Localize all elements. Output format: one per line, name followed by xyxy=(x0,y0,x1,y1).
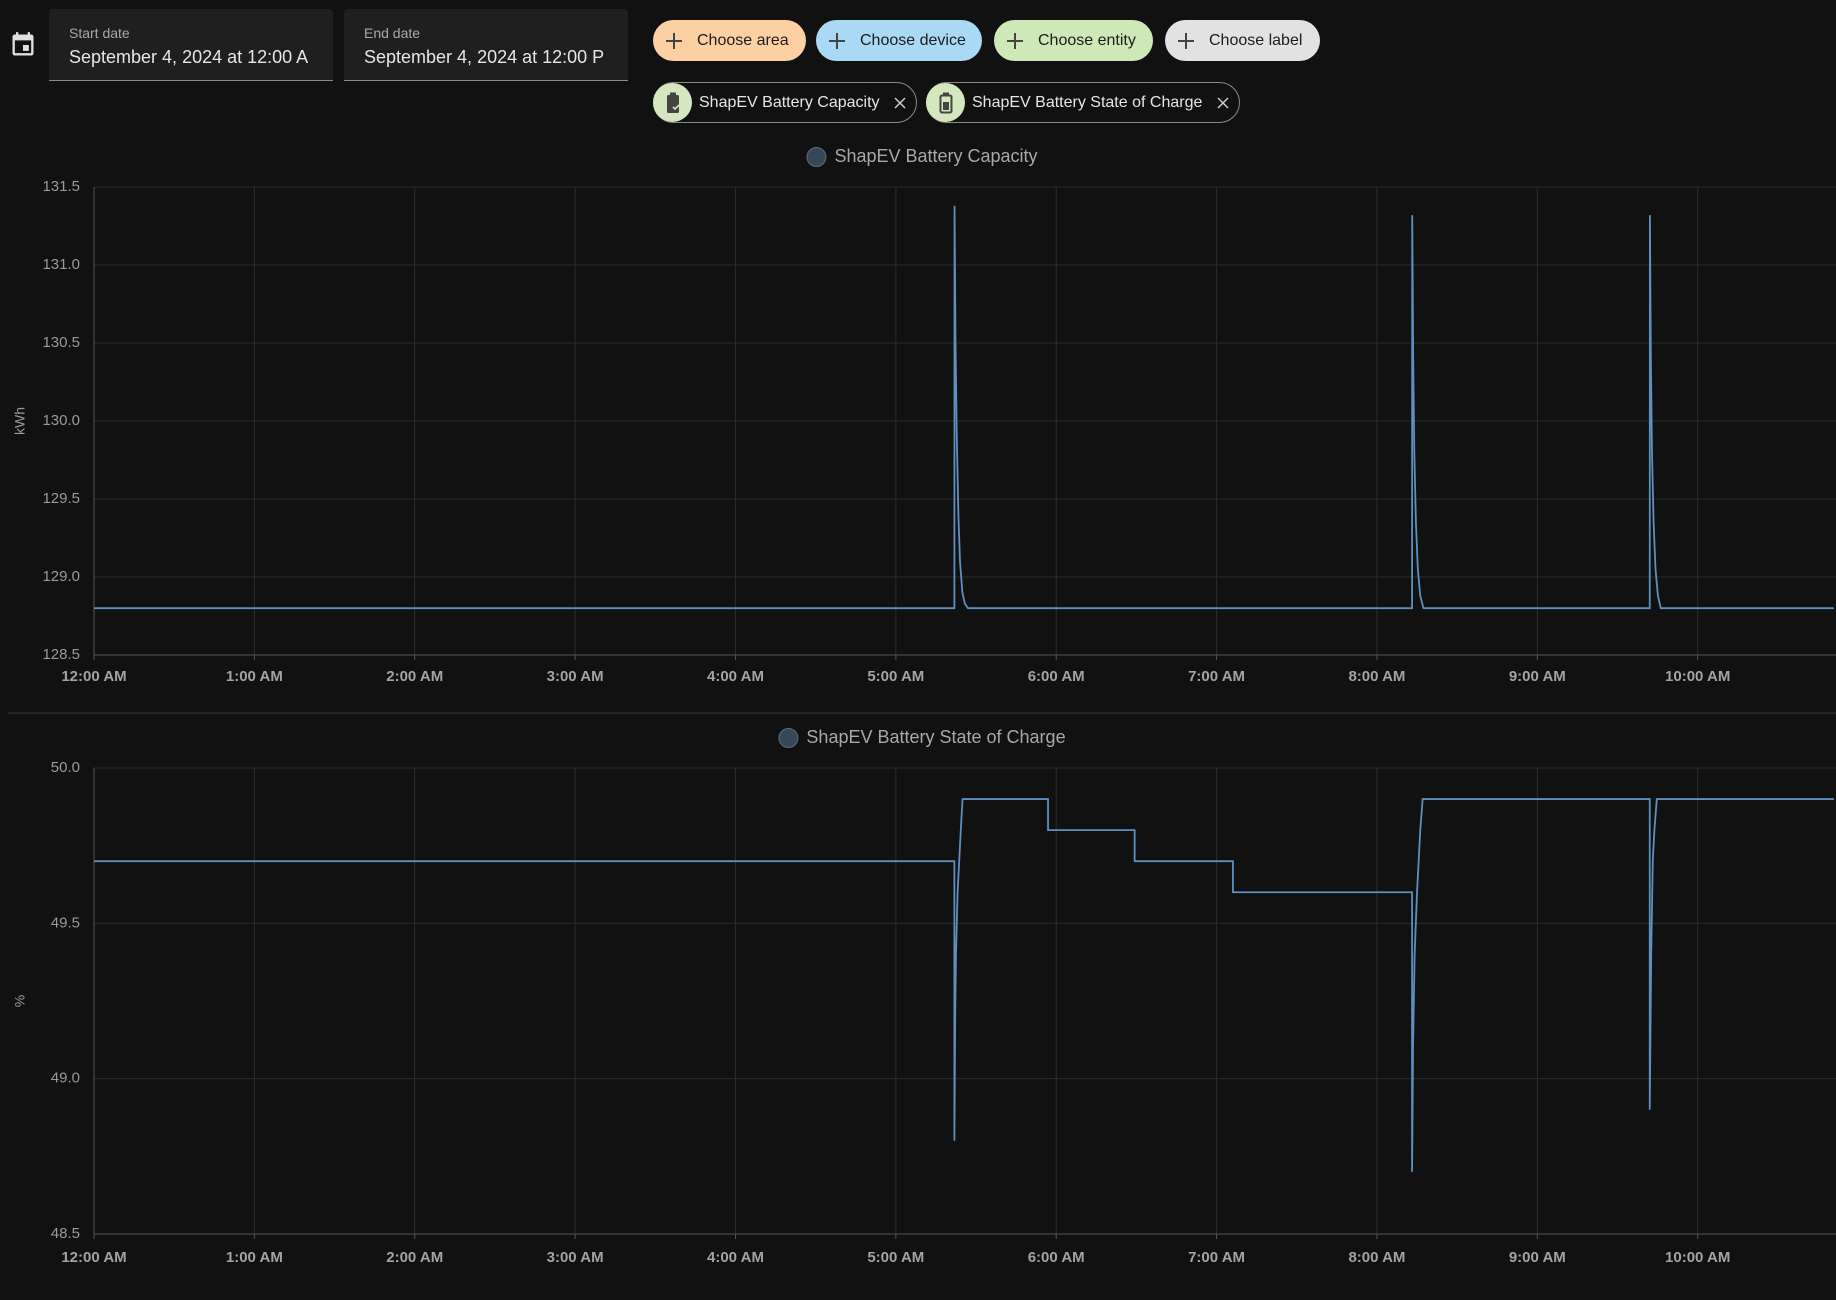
y-tick-label: 130.5 xyxy=(42,334,80,351)
series-line xyxy=(94,205,1834,610)
y-tick-label: 49.0 xyxy=(51,1070,80,1087)
y-tick-label: 130.0 xyxy=(42,412,80,429)
choose-area-button[interactable]: Choose area xyxy=(653,20,806,61)
battery-icon xyxy=(653,83,692,122)
legend-label: ShapEV Battery Capacity xyxy=(834,146,1037,166)
x-tick-label: 10:00 AM xyxy=(1665,1249,1730,1266)
y-tick-label: 50.0 xyxy=(51,759,80,776)
x-tick-label: 8:00 AM xyxy=(1348,1249,1405,1266)
y-tick-label: 129.0 xyxy=(42,568,80,585)
x-tick-label: 5:00 AM xyxy=(867,668,924,685)
x-tick-label: 9:00 AM xyxy=(1509,1249,1566,1266)
battery-icon xyxy=(926,83,965,122)
legend-marker xyxy=(778,728,799,748)
x-tick-label: 1:00 AM xyxy=(226,668,283,685)
entity-name: ShapEV Battery State of Charge xyxy=(972,93,1203,111)
y-axis-title: % xyxy=(12,995,28,1007)
entity-name: ShapEV Battery Capacity xyxy=(699,93,880,111)
x-tick-label: 1:00 AM xyxy=(226,1249,283,1266)
legend-label: ShapEV Battery State of Charge xyxy=(806,727,1065,747)
x-tick-label: 2:00 AM xyxy=(386,1249,443,1266)
choose-label-button[interactable]: Choose label xyxy=(1165,20,1320,61)
y-tick-label: 129.5 xyxy=(42,490,80,507)
x-tick-label: 7:00 AM xyxy=(1188,1249,1245,1266)
y-tick-label: 131.0 xyxy=(42,256,80,273)
x-tick-label: 9:00 AM xyxy=(1509,668,1566,685)
plus-icon xyxy=(666,32,682,49)
choose-device-button[interactable]: Choose device xyxy=(816,20,982,61)
end-date-field[interactable]: End date September 4, 2024 at 12:00 P xyxy=(344,9,628,81)
x-tick-label: 4:00 AM xyxy=(707,668,764,685)
end-date-label: End date xyxy=(364,25,421,41)
button-label: Choose entity xyxy=(1038,31,1136,49)
x-tick-label: 5:00 AM xyxy=(867,1249,924,1266)
start-date-value: September 4, 2024 at 12:00 A xyxy=(69,47,309,67)
button-label: Choose device xyxy=(860,31,966,49)
choose-entity-button[interactable]: Choose entity xyxy=(994,20,1153,61)
selected-entity-chip[interactable]: ShapEV Battery State of Charge xyxy=(926,82,1240,123)
y-tick-label: 128.5 xyxy=(42,646,80,663)
calendar-icon[interactable] xyxy=(9,31,37,59)
x-tick-label: 8:00 AM xyxy=(1348,668,1405,685)
button-label: Choose label xyxy=(1209,31,1303,49)
start-date-field[interactable]: Start date September 4, 2024 at 12:00 A xyxy=(49,9,333,81)
button-label: Choose area xyxy=(697,31,789,49)
y-tick-label: 48.5 xyxy=(51,1225,80,1242)
x-tick-label: 3:00 AM xyxy=(547,668,604,685)
remove-icon[interactable] xyxy=(1217,96,1229,109)
x-tick-label: 3:00 AM xyxy=(547,1249,604,1266)
x-tick-label: 2:00 AM xyxy=(386,668,443,685)
legend-marker xyxy=(806,147,827,167)
series-line xyxy=(94,798,1834,1172)
plus-icon xyxy=(1178,32,1194,49)
y-axis-title: kWh xyxy=(12,407,28,435)
x-tick-label: 4:00 AM xyxy=(707,1249,764,1266)
plus-icon xyxy=(1007,32,1023,49)
remove-icon[interactable] xyxy=(894,96,906,109)
x-tick-label: 12:00 AM xyxy=(61,668,126,685)
x-tick-label: 7:00 AM xyxy=(1188,668,1245,685)
y-tick-label: 49.5 xyxy=(51,914,80,931)
x-tick-label: 6:00 AM xyxy=(1028,1249,1085,1266)
x-tick-label: 12:00 AM xyxy=(61,1249,126,1266)
start-date-label: Start date xyxy=(69,25,130,41)
selected-entity-chip[interactable]: ShapEV Battery Capacity xyxy=(653,82,917,123)
x-tick-label: 10:00 AM xyxy=(1665,668,1730,685)
y-tick-label: 131.5 xyxy=(42,178,80,195)
x-tick-label: 6:00 AM xyxy=(1028,668,1085,685)
end-date-value: September 4, 2024 at 12:00 P xyxy=(364,47,605,67)
plus-icon xyxy=(829,32,845,49)
